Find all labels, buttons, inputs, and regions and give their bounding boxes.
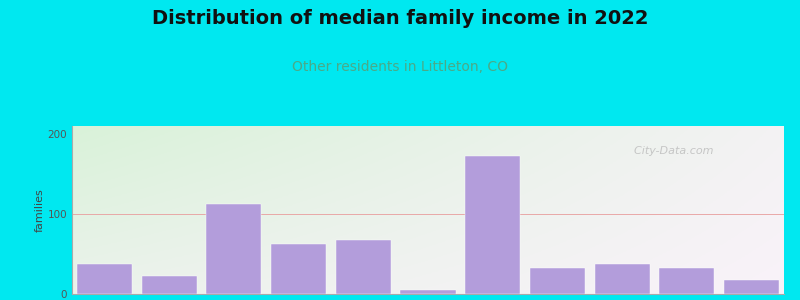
Bar — [206, 204, 262, 294]
Bar — [659, 268, 714, 294]
Bar — [530, 268, 585, 294]
Text: City-Data.com: City-Data.com — [627, 146, 714, 156]
Bar — [142, 276, 197, 294]
Bar — [724, 280, 779, 294]
Y-axis label: families: families — [34, 188, 45, 232]
Bar — [594, 264, 650, 294]
Bar — [401, 290, 455, 294]
Bar — [336, 240, 390, 294]
Bar — [271, 244, 326, 294]
Bar — [77, 264, 132, 294]
Bar — [466, 156, 520, 294]
Text: Other residents in Littleton, CO: Other residents in Littleton, CO — [292, 60, 508, 74]
Text: Distribution of median family income in 2022: Distribution of median family income in … — [152, 9, 648, 28]
